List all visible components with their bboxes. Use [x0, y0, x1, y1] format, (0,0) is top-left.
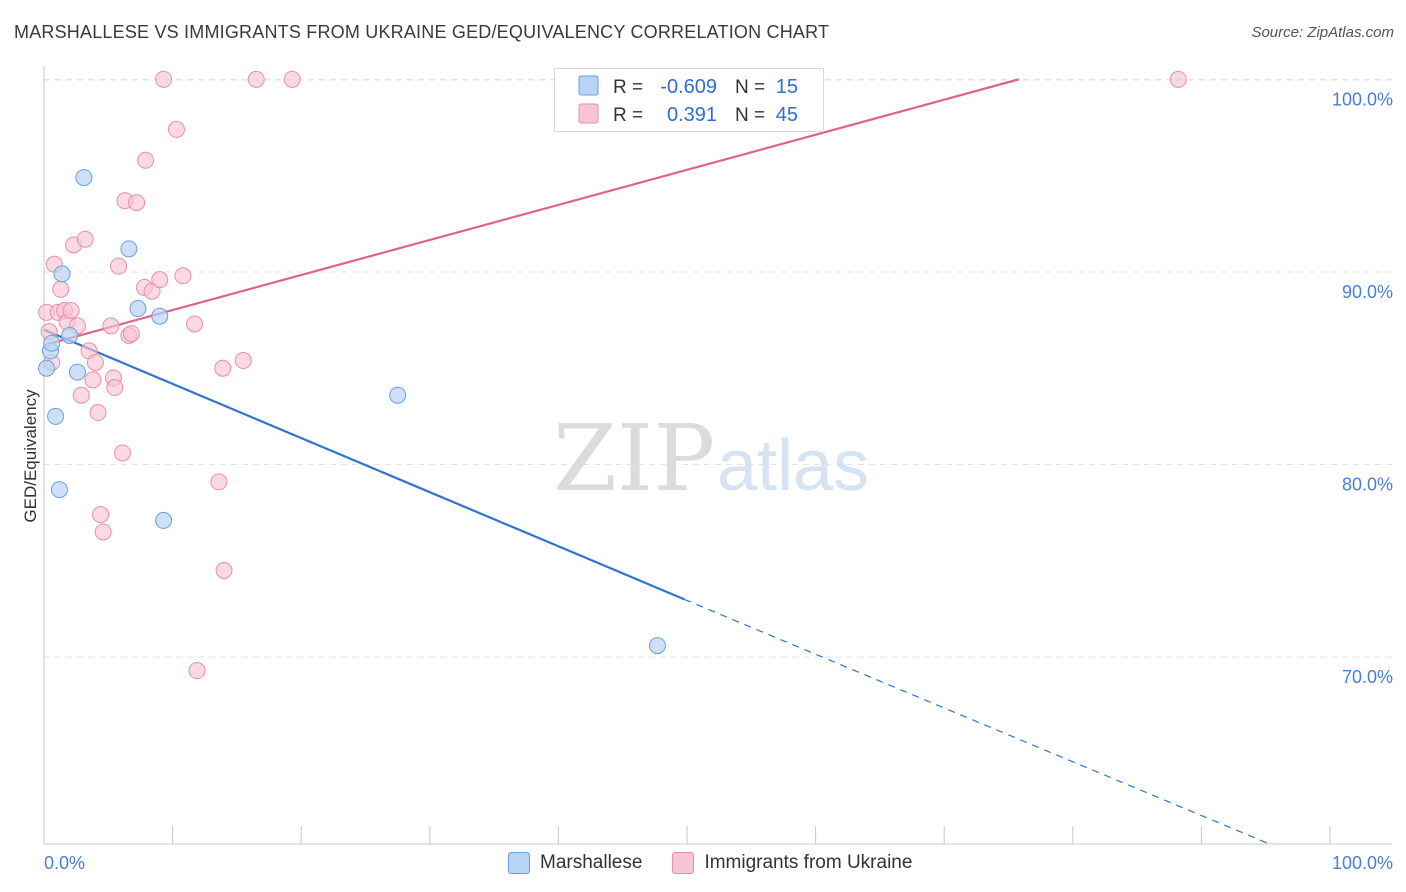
legend-swatch	[672, 852, 695, 874]
y-tick-label: 70.0%	[1342, 667, 1393, 687]
y-axis-label: GED/Equivalency	[21, 389, 40, 523]
point-marshallese	[43, 334, 61, 352]
point-ukraine	[155, 70, 173, 88]
legend-r-value-2: 0.391	[667, 104, 717, 126]
point-marshallese	[151, 307, 169, 325]
point-ukraine	[283, 70, 301, 88]
point-marshallese	[155, 511, 173, 529]
point-ukraine	[110, 257, 128, 275]
point-ukraine	[137, 151, 155, 169]
legend-r-value-1: -0.609	[660, 76, 717, 98]
legend-swatch	[508, 852, 530, 874]
legend-n-label-1: N =	[735, 77, 765, 98]
legend-swatch-ukraine	[578, 103, 599, 124]
point-ukraine	[76, 230, 94, 248]
trend-line-marshallese-extrapolated	[684, 598, 1270, 845]
point-marshallese	[120, 240, 138, 258]
point-marshallese	[68, 363, 86, 381]
point-ukraine	[72, 386, 90, 404]
chart-title: MARSHALLESE VS IMMIGRANTS FROM UKRAINE G…	[14, 22, 830, 42]
legend-n-value-1: 15	[776, 76, 798, 98]
point-marshallese	[648, 637, 666, 655]
point-ukraine	[247, 70, 265, 88]
point-ukraine	[174, 267, 192, 285]
legend-n-label-2: N =	[735, 105, 765, 126]
point-ukraine	[1169, 70, 1187, 88]
watermark: ZIP atlas	[553, 405, 869, 512]
point-marshallese	[50, 481, 68, 499]
point-ukraine	[84, 371, 102, 389]
point-ukraine	[113, 444, 131, 462]
point-ukraine	[214, 359, 232, 377]
point-ukraine	[62, 301, 80, 319]
point-ukraine	[128, 194, 146, 212]
axes	[43, 66, 1392, 845]
legend-n-value-2: 45	[776, 104, 798, 126]
data-points	[38, 70, 1187, 680]
stats-legend-graphic: R = -0.609 N = 15 R = 0.391 N = 45	[578, 75, 798, 126]
point-ukraine	[167, 120, 185, 138]
trend-line-marshallese	[43, 328, 685, 601]
point-ukraine	[92, 506, 110, 524]
point-marshallese	[38, 359, 56, 377]
point-ukraine	[215, 561, 233, 579]
point-marshallese	[53, 265, 71, 283]
point-marshallese	[75, 169, 93, 187]
legend-label-marshallese: Marshallese	[540, 852, 643, 873]
point-ukraine	[52, 280, 70, 298]
watermark-zip: ZIP	[553, 405, 715, 512]
point-ukraine	[210, 473, 228, 491]
y-tick-label: 80.0%	[1342, 475, 1393, 495]
point-ukraine	[102, 317, 120, 335]
point-ukraine	[86, 353, 104, 371]
point-marshallese	[129, 300, 147, 318]
point-marshallese	[389, 386, 407, 404]
series-legend: Marshallese Immigrants from Ukraine	[508, 852, 912, 874]
point-marshallese	[47, 407, 65, 425]
source-label: Source: ZipAtlas.com	[1251, 24, 1394, 41]
point-ukraine	[122, 325, 140, 343]
point-ukraine	[151, 271, 169, 289]
tick-labels: 70.0% 80.0% 90.0% 100.0% 0.0% 100.0%	[44, 89, 1393, 873]
legend-swatch-marshallese	[578, 75, 599, 96]
y-tick-label: 90.0%	[1342, 282, 1393, 302]
point-ukraine	[185, 315, 203, 333]
point-ukraine	[89, 404, 107, 422]
stats-legend: R = -0.609 N = 15 R = 0.391 N = 45	[554, 68, 824, 132]
watermark-atlas: atlas	[717, 426, 869, 506]
y-tick-label: 100.0%	[1332, 89, 1393, 109]
x-tick-label-min: 0.0%	[44, 853, 85, 873]
point-ukraine	[234, 352, 252, 370]
x-tick-label-max: 100.0%	[1332, 853, 1393, 873]
point-ukraine	[188, 662, 206, 680]
legend-r-label-1: R =	[613, 77, 643, 98]
legend-item-ukraine: Immigrants from Ukraine	[672, 852, 912, 874]
legend-label-ukraine: Immigrants from Ukraine	[704, 852, 913, 873]
point-ukraine	[94, 523, 112, 541]
trend-line-ukraine	[43, 78, 1020, 347]
point-marshallese	[61, 327, 79, 345]
trend-lines	[43, 78, 1270, 845]
legend-item-marshallese: Marshallese	[508, 852, 642, 874]
legend-r-label-2: R =	[613, 105, 643, 126]
point-ukraine	[106, 379, 124, 397]
